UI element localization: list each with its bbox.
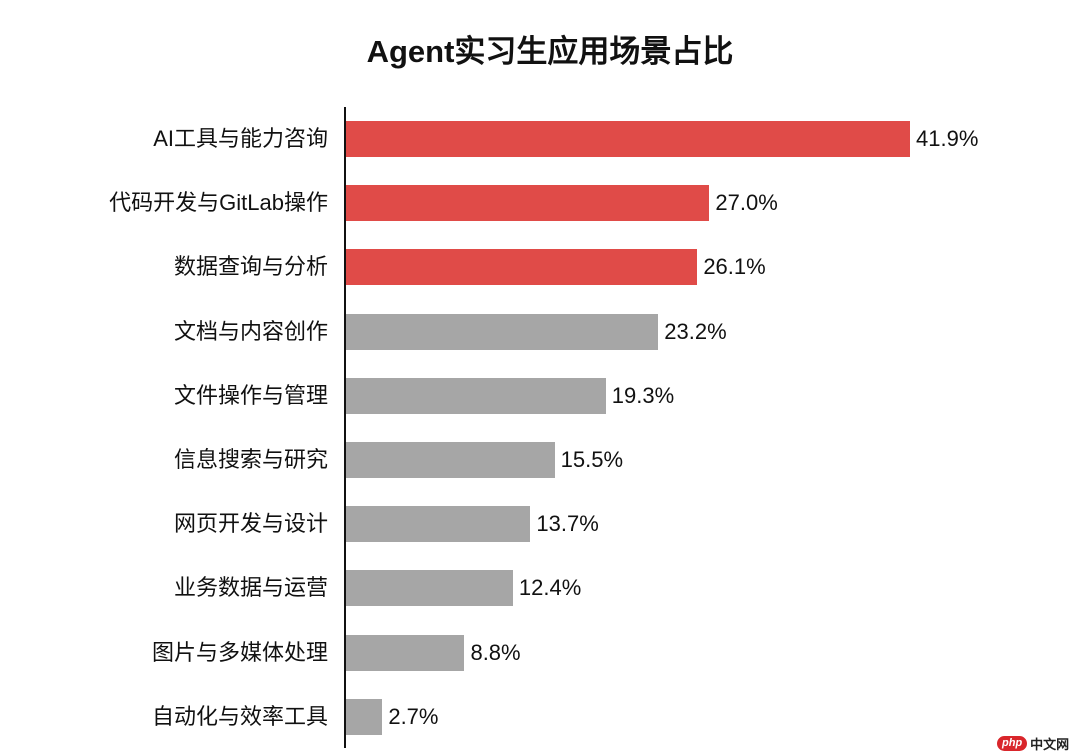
value-label: 12.4%: [518, 575, 582, 601]
category-label: 图片与多媒体处理: [151, 639, 328, 665]
bar-row: 图片与多媒体处理 8.8%: [0, 634, 1080, 671]
chart-title: Agent实习生应用场景占比: [366, 34, 734, 69]
php-logo-icon: php: [997, 736, 1028, 751]
category-label: 业务数据与运营: [173, 575, 328, 601]
bar: [346, 506, 531, 543]
value-label: 13.7%: [536, 511, 599, 537]
category-label: 代码开发与GitLab操作: [109, 190, 328, 216]
value-label: 2.7%: [388, 703, 439, 729]
bar: [346, 634, 465, 671]
y-axis-line: [344, 107, 346, 748]
value-label: 41.9%: [916, 126, 979, 151]
value-label: 27.0%: [715, 190, 778, 216]
bar-row: 文档与内容创作 23.2%: [0, 313, 1080, 350]
bar: [346, 249, 698, 286]
bar-row: 业务数据与运营 12.4%: [0, 570, 1080, 607]
bar-row: 信息搜索与研究 15.5%: [0, 442, 1080, 478]
bar-row: 代码开发与GitLab操作 27.0%: [0, 185, 1080, 222]
category-label: 文档与内容创作: [173, 318, 328, 344]
category-label: AI工具与能力咨询: [153, 126, 328, 151]
value-label: 8.8%: [470, 639, 521, 665]
value-label: 19.3%: [611, 382, 675, 408]
bar: [346, 121, 910, 157]
bar: [346, 313, 659, 350]
bar: [346, 377, 606, 414]
bar: [346, 442, 555, 478]
category-label: 数据查询与分析: [173, 254, 328, 280]
bar-row: 自动化与效率工具 2.7%: [0, 698, 1080, 735]
category-label: 自动化与效率工具: [151, 703, 328, 729]
value-label: 23.2%: [664, 318, 727, 344]
bar: [346, 570, 513, 607]
category-label: 文件操作与管理: [173, 382, 328, 408]
watermark-text: 中文网: [1030, 737, 1070, 752]
bar-row: AI工具与能力咨询 41.9%: [0, 121, 1080, 157]
value-label: 26.1%: [703, 254, 766, 280]
bar-row: 数据查询与分析 26.1%: [0, 249, 1080, 286]
bar-row: 网页开发与设计 13.7%: [0, 506, 1080, 543]
bar: [346, 698, 383, 735]
category-label: 信息搜索与研究: [173, 447, 328, 472]
bar-row: 文件操作与管理 19.3%: [0, 377, 1080, 414]
bar: [346, 185, 710, 222]
category-label: 网页开发与设计: [173, 511, 328, 537]
value-label: 15.5%: [560, 447, 624, 472]
watermark: php 中文网: [997, 734, 1069, 753]
